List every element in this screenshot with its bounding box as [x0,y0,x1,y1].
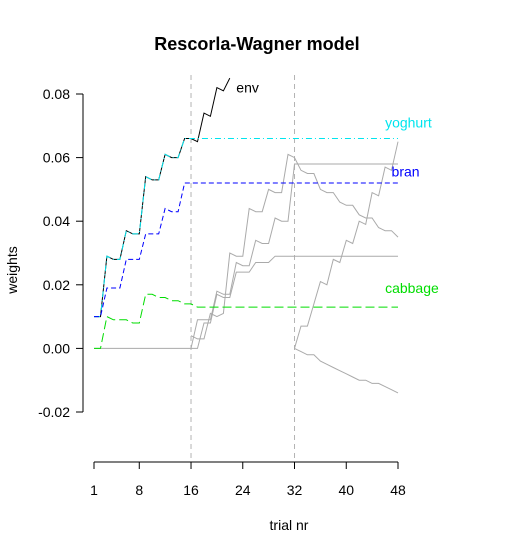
series-group [94,77,399,394]
series-line-env [94,77,231,318]
x-tick-label: 48 [390,482,406,498]
series-line [294,141,399,349]
y-ticks: -0.02 0.00 0.02 0.04 0.06 0.08 [38,86,83,420]
series-line [294,347,399,394]
y-tick-label: 0.02 [43,277,70,293]
series-label-env: env [236,79,259,95]
series-label-cabbage: cabbage [385,280,439,296]
series-line-cabbage [94,293,398,349]
y-tick-label: -0.02 [38,404,70,420]
series-label-yoghurt: yoghurt [385,114,432,130]
y-tick-label: 0.06 [43,150,70,166]
x-tick-label: 1 [90,482,98,498]
y-tick-label: 0.00 [43,340,70,356]
series-line [94,163,398,349]
x-tick-label: 16 [183,482,199,498]
axes [82,94,398,463]
y-tick-label: 0.04 [43,213,70,229]
x-ticks: 1 8 16 24 32 40 48 [90,462,406,498]
series-line-bran [94,182,398,318]
x-tick-label: 32 [287,482,303,498]
chart-title: Rescorla-Wagner model [154,34,359,54]
x-tick-label: 40 [338,482,354,498]
series-labels: env yoghurt bran cabbage [236,79,439,295]
y-axis-label: weights [4,246,20,294]
reference-lines [190,75,296,460]
x-tick-label: 8 [135,482,143,498]
y-tick-label: 0.08 [43,86,70,102]
series-label-bran: bran [392,164,420,180]
series-line [191,255,398,349]
series-line-yoghurt [94,138,398,318]
series-line [190,153,399,340]
x-axis-label: trial nr [270,517,309,533]
x-tick-label: 24 [235,482,251,498]
